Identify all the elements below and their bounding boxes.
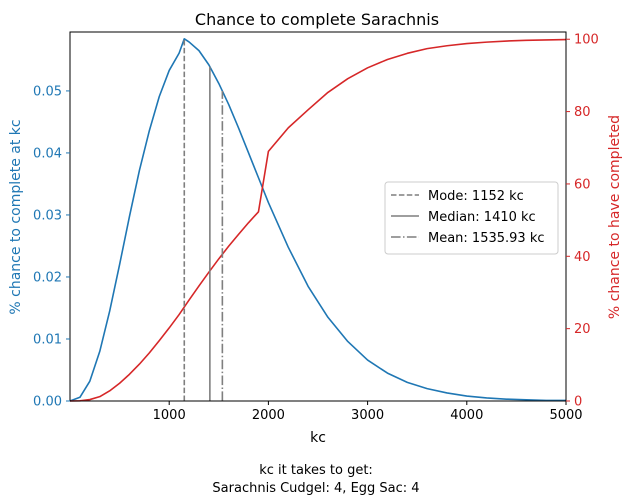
left-y-tick-label: 0.02 <box>33 270 62 285</box>
right-y-tick-label: 0 <box>574 395 582 410</box>
x-tick-label: 2000 <box>252 408 285 423</box>
left-y-tick-label: 0.00 <box>33 395 62 410</box>
x-tick-label: 5000 <box>549 408 582 423</box>
plot-frame <box>69 31 567 402</box>
left-y-tick-label: 0.04 <box>33 146 62 161</box>
footer-line-1: kc it takes to get: <box>259 463 373 478</box>
pdf-series-line <box>69 38 566 402</box>
right-y-tick-label: 40 <box>574 250 591 265</box>
legend-mode-label: Mode: 1152 kc <box>428 189 524 204</box>
left-y-tick-label: 0.01 <box>33 332 62 347</box>
x-tick-label: 1000 <box>153 408 186 423</box>
legend-box <box>384 181 559 255</box>
legend-mean-label: Mean: 1535.93 kc <box>428 231 545 246</box>
left-y-tick-label: 0.03 <box>33 208 62 223</box>
x-tick-label: 4000 <box>450 408 483 423</box>
left-y-axis-label: % chance to complete at kc <box>8 119 24 314</box>
legend: Mode: 1152 kc Median: 1410 kc Mean: 1535… <box>384 181 559 255</box>
x-tick-label: 3000 <box>351 408 384 423</box>
left-y-tick-label: 0.05 <box>33 84 62 99</box>
x-axis-label: kc <box>310 430 326 446</box>
legend-median-label: Median: 1410 kc <box>428 210 536 225</box>
footer-line-2: Sarachnis Cudgel: 4, Egg Sac: 4 <box>212 481 419 496</box>
right-y-tick-label: 80 <box>574 105 591 120</box>
plot-area <box>69 38 567 402</box>
right-y-tick-label: 100 <box>574 33 599 48</box>
right-y-tick-label: 20 <box>574 322 591 337</box>
cdf-series-line <box>69 38 567 402</box>
right-y-tick-label: 60 <box>574 177 591 192</box>
right-y-axis: 0 20 40 60 80 100 <box>566 33 599 410</box>
x-axis: 1000 2000 3000 4000 5000 <box>153 401 583 423</box>
chart-title: Chance to complete Sarachnis <box>195 10 439 29</box>
left-y-axis: 0.00 0.01 0.02 0.03 0.04 0.05 <box>33 84 70 410</box>
right-y-axis-label: % chance to have completed <box>607 115 623 319</box>
